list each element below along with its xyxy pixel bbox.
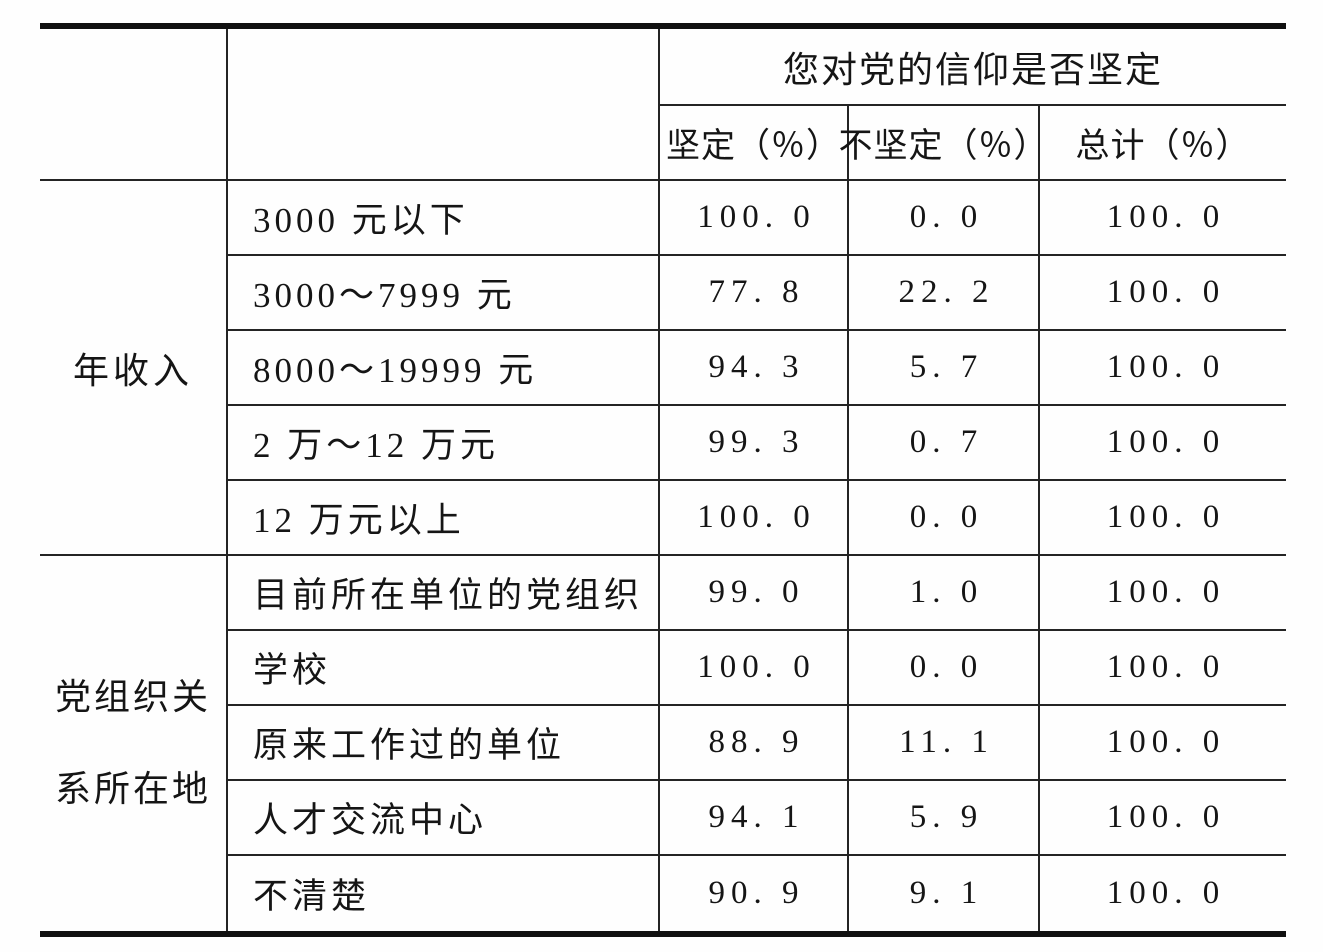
cell-value: 99. 0	[660, 556, 849, 631]
cell-value: 100. 0	[1040, 556, 1286, 631]
cell-value: 11. 1	[849, 706, 1040, 781]
group-label-annual-income: 年收入	[40, 181, 228, 556]
row-label: 原来工作过的单位	[228, 706, 660, 781]
cell-value: 100. 0	[1040, 706, 1286, 781]
col-header-not-firm: 不坚定（％）	[839, 106, 1048, 181]
cell-value: 90. 9	[660, 856, 849, 931]
group-label-line: 党组织关	[54, 676, 211, 717]
row-label: 目前所在单位的党组织	[228, 556, 660, 631]
cell-value: 22. 2	[849, 256, 1040, 331]
row-label: 人才交流中心	[228, 781, 660, 856]
header-empty-cell-category	[228, 29, 660, 181]
cell-value: 100. 0	[660, 481, 849, 556]
cell-value: 99. 3	[660, 406, 849, 481]
cell-value: 100. 0	[1106, 875, 1226, 911]
cell-value: 100. 0	[660, 181, 849, 256]
header-empty-cell-group	[40, 29, 228, 181]
cell-value: 88. 9	[660, 706, 849, 781]
cell-value: 9. 1	[849, 856, 1040, 931]
cell-value: 100. 0	[1040, 331, 1286, 406]
cell-value: 5. 9	[849, 781, 1040, 856]
cell-value: 5. 7	[849, 331, 1040, 406]
row-label: 不清楚	[228, 856, 660, 931]
cell-value: 0. 0	[849, 481, 1040, 556]
cell-value: 100. 0	[1040, 481, 1286, 556]
spanning-header: 您对党的信仰是否坚定	[660, 29, 1286, 106]
row-label: 12 万元以上	[228, 481, 660, 556]
cell-value: 77. 8	[660, 256, 849, 331]
row-label: 2 万～12 万元	[228, 406, 660, 481]
cell-value: 100. 0	[1040, 256, 1286, 331]
group-label-line: 系所在地	[54, 768, 211, 809]
cell-value: 0. 7	[849, 406, 1040, 481]
row-label: 8000～19999 元	[228, 331, 660, 406]
group-label-party-org-location: 党组织关 系所在地	[40, 556, 228, 931]
cell-value: 1. 0	[849, 556, 1040, 631]
row-label: 3000 元以下	[228, 181, 660, 256]
cell-value: 100. 0	[1040, 406, 1286, 481]
cell-value: 100. 0	[1040, 181, 1286, 256]
row-label: 学校	[228, 631, 660, 706]
survey-cross-table: 您对党的信仰是否坚定 坚定（％） 不坚定（％） 总计（％） 年收入 3000 元…	[40, 23, 1286, 937]
cell-value: 0. 0	[849, 631, 1040, 706]
cell-value: 100. 0	[660, 631, 849, 706]
col-header-total: 总计（％）	[1040, 106, 1286, 181]
row-label: 3000～7999 元	[228, 256, 660, 331]
cell-value: 100. 0	[1040, 781, 1286, 856]
cell-value: 94. 1	[660, 781, 849, 856]
cell-value: 100. 0	[1040, 631, 1286, 706]
cell-value: 94. 3	[660, 331, 849, 406]
col-header-firm: 坚定（％）	[660, 106, 849, 181]
cell-value: 0. 0	[849, 181, 1040, 256]
